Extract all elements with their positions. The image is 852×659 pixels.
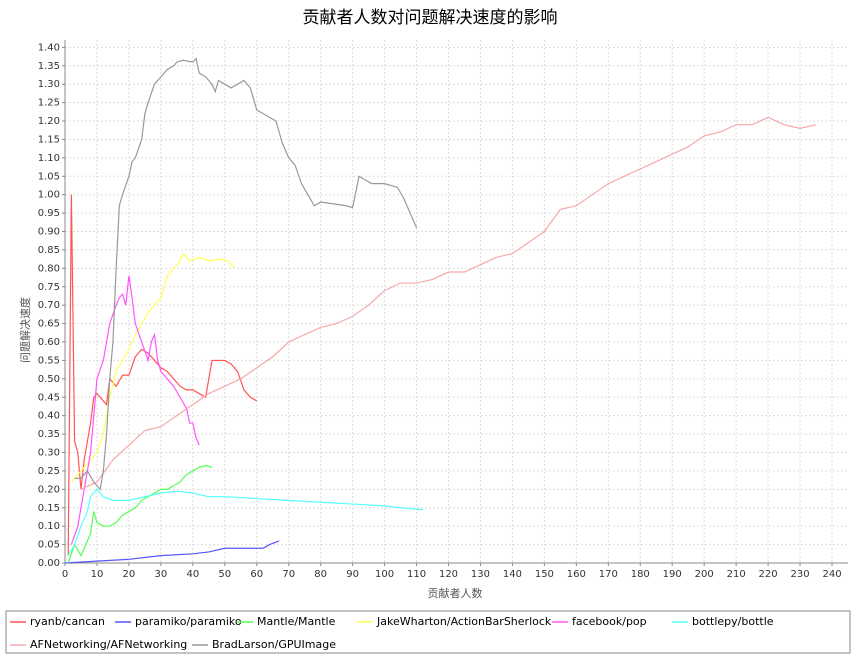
- x-tick-label: 240: [822, 569, 841, 580]
- legend-label: AFNetworking/AFNetworking: [30, 638, 187, 651]
- x-tick-label: 190: [663, 569, 682, 580]
- y-tick-label: 0.85: [38, 245, 60, 256]
- legend-label: JakeWharton/ActionBarSherlock: [376, 615, 552, 628]
- y-tick-label: 1.05: [38, 171, 60, 182]
- chart-title: 贡献者人数对问题解决速度的影响: [303, 8, 558, 28]
- y-tick-label: 0.45: [38, 392, 60, 403]
- legend-label: paramiko/paramiko: [135, 615, 242, 628]
- y-tick-label: 0.00: [38, 558, 60, 569]
- y-tick-label: 1.25: [38, 98, 60, 109]
- x-tick-label: 70: [282, 569, 295, 580]
- x-tick-label: 140: [503, 569, 522, 580]
- series-line: [74, 57, 418, 491]
- y-axis-label: 问题解决速度: [18, 297, 32, 363]
- x-tick-label: 210: [727, 569, 746, 580]
- y-tick-label: 1.40: [38, 42, 60, 53]
- y-tick-label: 0.70: [38, 300, 60, 311]
- x-tick-label: 220: [759, 569, 778, 580]
- y-tick-label: 1.10: [38, 153, 60, 164]
- x-tick-label: 30: [155, 569, 168, 580]
- y-tick-label: 0.15: [38, 503, 60, 514]
- y-tick-label: 0.20: [38, 484, 60, 495]
- x-tick-label: 150: [535, 569, 554, 580]
- x-tick-label: 50: [218, 569, 231, 580]
- y-tick-label: 0.50: [38, 374, 60, 385]
- legend-box: [5, 610, 851, 654]
- y-tick-label: 0.30: [38, 448, 60, 459]
- y-tick-label: 1.35: [38, 61, 60, 72]
- legend-label: bottlepy/bottle: [692, 615, 774, 628]
- y-tick-label: 0.90: [38, 227, 60, 238]
- x-tick-label: 180: [631, 569, 650, 580]
- y-tick-label: 0.80: [38, 263, 60, 274]
- x-tick-label: 230: [791, 569, 810, 580]
- x-tick-label: 110: [407, 569, 426, 580]
- series-line: [70, 275, 200, 545]
- y-tick-label: 0.65: [38, 319, 60, 330]
- y-tick-label: 0.55: [38, 355, 60, 366]
- y-tick-label: 0.10: [38, 521, 60, 532]
- y-tick-label: 0.25: [38, 466, 60, 477]
- x-tick-label: 90: [346, 569, 359, 580]
- y-tick-label: 1.30: [38, 79, 60, 90]
- x-tick-label: 170: [599, 569, 618, 580]
- x-tick-label: 120: [439, 569, 458, 580]
- legend-label: Mantle/Mantle: [257, 615, 336, 628]
- x-tick-label: 130: [471, 569, 490, 580]
- x-axis-label: 贡献者人数: [428, 586, 483, 600]
- y-tick-label: 1.00: [38, 190, 60, 201]
- series-line: [70, 252, 235, 483]
- series-line: [67, 464, 213, 564]
- x-tick-label: 20: [123, 569, 136, 580]
- y-tick-label: 1.20: [38, 116, 60, 127]
- y-tick-label: 0.95: [38, 208, 60, 219]
- x-tick-label: 80: [314, 569, 327, 580]
- x-tick-label: 10: [91, 569, 104, 580]
- series-line: [64, 540, 280, 564]
- x-tick-label: 100: [375, 569, 394, 580]
- x-tick-label: 160: [567, 569, 586, 580]
- series-line: [67, 488, 423, 556]
- y-tick-label: 0.40: [38, 411, 60, 422]
- y-tick-label: 0.35: [38, 429, 60, 440]
- legend-label: facebook/pop: [572, 615, 647, 628]
- series-line: [80, 116, 817, 490]
- legend-label: ryanb/cancan: [30, 615, 105, 628]
- x-tick-label: 200: [695, 569, 714, 580]
- y-tick-label: 0.75: [38, 282, 60, 293]
- y-tick-label: 0.05: [38, 540, 60, 551]
- x-tick-label: 60: [250, 569, 263, 580]
- x-tick-label: 40: [186, 569, 199, 580]
- y-tick-label: 0.60: [38, 337, 60, 348]
- y-tick-label: 1.15: [38, 134, 60, 145]
- x-tick-label: 0: [62, 569, 68, 580]
- legend-label: BradLarson/GPUImage: [212, 638, 336, 651]
